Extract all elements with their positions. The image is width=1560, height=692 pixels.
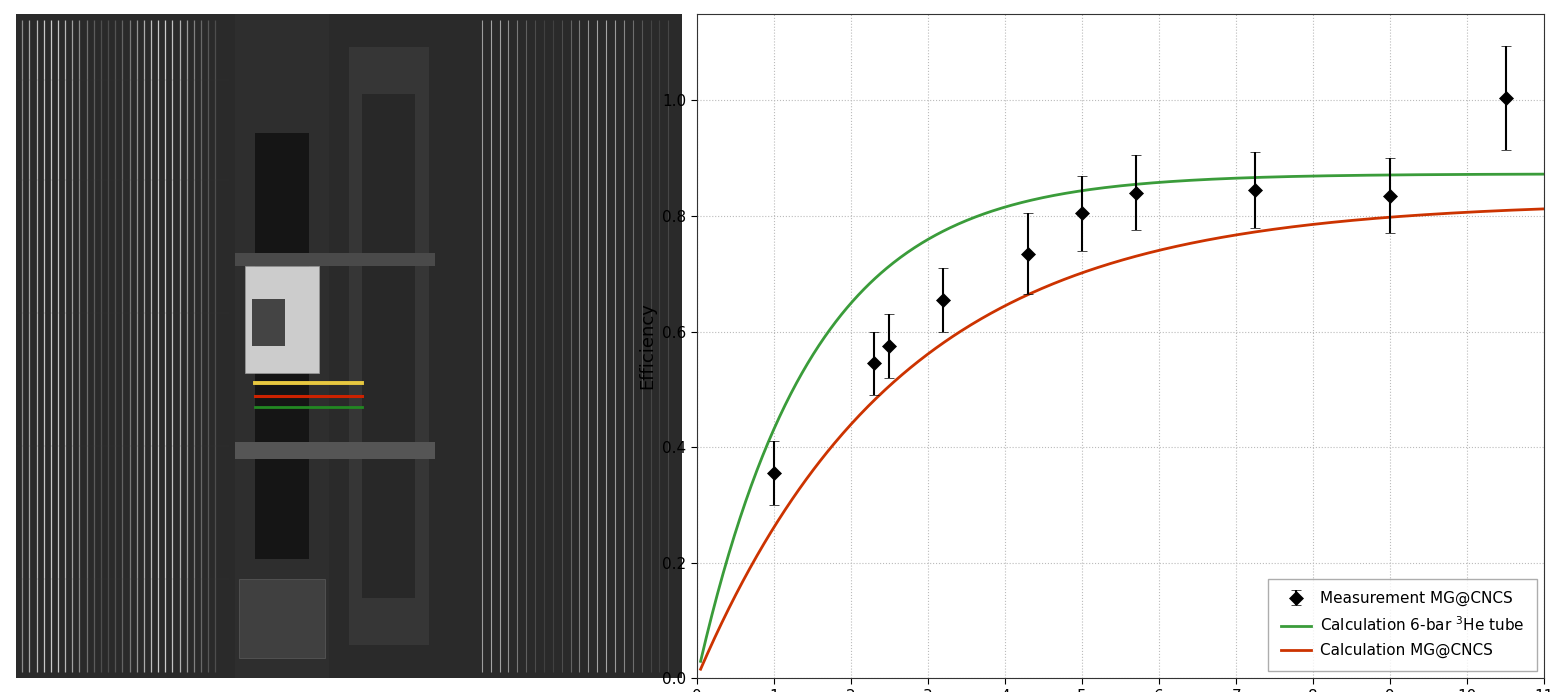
- Calculation 6-bar $^{3}$He tube: [841, 300, 860, 309]
- Line: Calculation MG@CNCS: Calculation MG@CNCS: [700, 209, 1544, 669]
- Y-axis label: Efficiency: Efficiency: [638, 302, 657, 390]
- Calculation 6-bar $^{3}$He tube: [1326, 172, 1345, 180]
- Bar: [362, 93, 415, 599]
- Calculation MG@CNCS: [841, 421, 860, 430]
- Legend: Measurement MG@CNCS, Calculation 6-bar $^{3}$He tube, Calculation MG@CNCS: Measurement MG@CNCS, Calculation 6-bar $…: [1268, 579, 1537, 671]
- Calculation 6-bar $^{3}$He tube: [1535, 170, 1554, 179]
- Bar: [245, 266, 318, 372]
- Bar: [236, 14, 329, 678]
- Calculation 6-bar $^{3}$He tube: [691, 657, 710, 666]
- Bar: [236, 442, 435, 459]
- Bar: [239, 579, 326, 658]
- Calculation MG@CNCS: [1535, 205, 1554, 213]
- Calculation MG@CNCS: [1073, 268, 1092, 277]
- Calculation 6-bar $^{3}$He tube: [1073, 186, 1092, 194]
- Bar: [348, 47, 429, 645]
- Calculation MG@CNCS: [1189, 237, 1207, 246]
- Calculation 6-bar $^{3}$He tube: [908, 242, 927, 250]
- Line: Calculation 6-bar $^{3}$He tube: Calculation 6-bar $^{3}$He tube: [700, 174, 1544, 662]
- Bar: [256, 134, 309, 558]
- Calculation MG@CNCS: [691, 665, 710, 673]
- Calculation MG@CNCS: [908, 358, 927, 366]
- Bar: [253, 300, 285, 346]
- Calculation 6-bar $^{3}$He tube: [1254, 173, 1273, 181]
- Calculation MG@CNCS: [1326, 218, 1345, 226]
- Bar: [236, 253, 435, 266]
- Calculation MG@CNCS: [1254, 226, 1273, 235]
- Calculation 6-bar $^{3}$He tube: [1189, 176, 1207, 184]
